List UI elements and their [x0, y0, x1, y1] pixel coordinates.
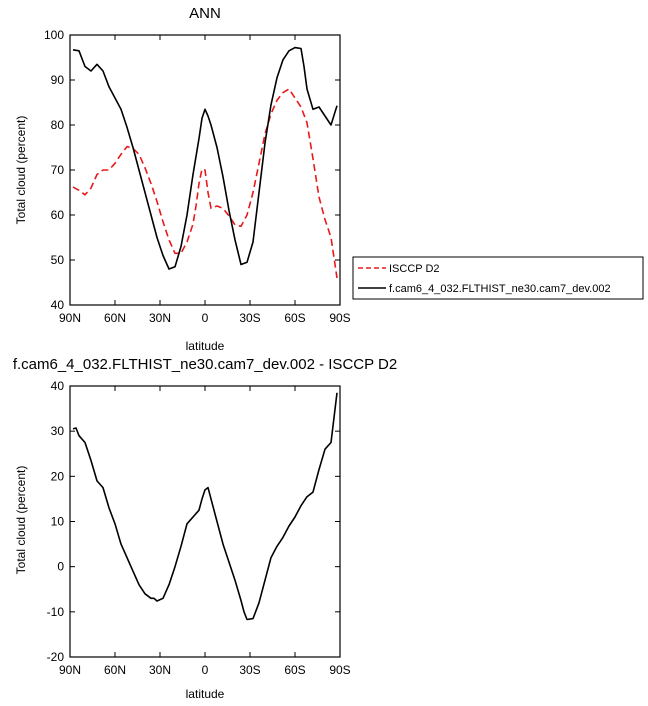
bottom-plot-frame [69, 385, 341, 658]
bottom-y-axis-label: Total cloud (percent) [14, 466, 28, 575]
legend-label-model: f.cam6_4_032.FLTHIST_ne30.cam7_dev.002 [389, 283, 611, 295]
top-x-tick-label: 60S [284, 311, 305, 325]
bottom-axis-ticks: 90N 60N 30N 0 30S 60S 90S -20 -10 0 10 20 30 40 [47, 379, 351, 677]
bottom-x-tick-label: 0 [202, 663, 209, 677]
top-panel: ANN Total cloud (percent) latitude 90N 60… [14, 5, 351, 353]
top-y-tick-label: 80 [51, 118, 65, 132]
bottom-y-tick-label: 40 [51, 379, 65, 393]
bottom-y-tick-label: 10 [51, 515, 65, 529]
top-plot-frame [69, 34, 341, 306]
top-x-tick-label: 30N [149, 311, 171, 325]
legend-label-isccp: ISCCP D2 [389, 263, 440, 275]
bottom-x-tick-label: 90N [59, 663, 81, 677]
top-series-line-1 [72, 46, 338, 270]
legend-box [352, 256, 644, 300]
bottom-series-lines [72, 392, 338, 621]
top-chart-title: ANN [189, 5, 221, 22]
bottom-panel: f.cam6_4_032.FLTHIST_ne30.cam7_dev.002 -… [13, 356, 397, 701]
bottom-x-tick-label: 60S [284, 663, 305, 677]
bottom-series-line-0 [72, 392, 338, 621]
top-x-tick-label: 90S [329, 311, 350, 325]
top-y-tick-label: 70 [51, 163, 65, 177]
top-x-tick-label: 60N [104, 311, 126, 325]
bottom-y-tick-label: -20 [47, 650, 65, 664]
bottom-x-tick-label: 90S [329, 663, 350, 677]
top-y-tick-label: 100 [44, 28, 64, 42]
top-x-tick-label: 0 [202, 311, 209, 325]
bottom-x-tick-label: 30N [149, 663, 171, 677]
top-x-tick-label: 90N [59, 311, 81, 325]
top-x-tick-label: 30S [239, 311, 260, 325]
bottom-x-tick-label: 60N [104, 663, 126, 677]
legend: ISCCP D2 f.cam6_4_032.FLTHIST_ne30.cam7_… [352, 256, 644, 300]
bottom-y-tick-label: 20 [51, 469, 65, 483]
top-x-axis-label: latitude [186, 339, 225, 353]
top-y-tick-label: 60 [51, 208, 65, 222]
top-y-tick-label: 40 [51, 298, 65, 312]
top-series-lines [72, 46, 338, 279]
bottom-y-tick-label: 30 [51, 424, 65, 438]
top-y-tick-label: 50 [51, 253, 65, 267]
bottom-x-tick-label: 30S [239, 663, 260, 677]
bottom-y-tick-label: -10 [47, 605, 65, 619]
top-y-axis-label: Total cloud (percent) [14, 116, 28, 225]
top-axis-ticks: 90N 60N 30N 0 30S 60S 90S 40 50 60 70 80 90 100 [44, 28, 351, 325]
bottom-chart-title: f.cam6_4_032.FLTHIST_ne30.cam7_dev.002 -… [13, 356, 397, 373]
bottom-x-axis-label: latitude [186, 687, 225, 701]
top-y-tick-label: 90 [51, 73, 65, 87]
bottom-y-tick-label: 0 [57, 560, 64, 574]
top-series-line-0 [72, 88, 338, 279]
